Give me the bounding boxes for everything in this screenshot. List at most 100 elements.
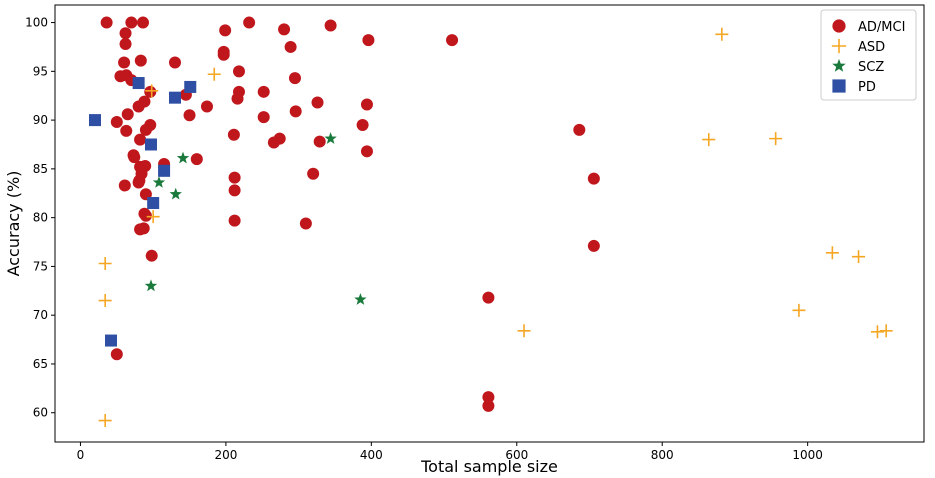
y-axis: 60 65 70 75 80 85 90 95 100	[25, 16, 55, 420]
data-point-ad-mci	[200, 100, 213, 113]
data-point-scz	[169, 187, 182, 200]
data-point-asd	[207, 67, 221, 81]
data-point-ad-mci	[299, 217, 312, 230]
data-point-ad-mci	[183, 109, 196, 122]
x-tick-label: 600	[505, 448, 528, 462]
data-point-pd	[132, 77, 145, 90]
data-point-scz	[152, 176, 166, 188]
data-point-asd	[145, 84, 159, 98]
x-tick-label: 1000	[792, 448, 823, 462]
data-point-ad-mci	[313, 135, 326, 148]
data-point-asd	[715, 27, 729, 41]
data-point-ad-mci	[231, 92, 244, 105]
data-point-asd	[879, 324, 893, 338]
data-point-ad-mci	[232, 65, 245, 78]
data-point-ad-mci	[311, 96, 324, 109]
data-point-ad-mci	[121, 108, 134, 121]
data-point-asd	[870, 325, 884, 339]
data-point-ad-mci	[573, 123, 586, 136]
data-point-asd	[825, 246, 839, 260]
legend-label-scz: SCZ	[858, 60, 884, 75]
series-pd	[88, 77, 197, 347]
data-point-ad-mci	[118, 179, 131, 192]
data-point-ad-mci	[257, 111, 270, 124]
data-point-ad-mci	[356, 118, 369, 131]
data-point-ad-mci	[267, 136, 280, 149]
data-point-ad-mci	[587, 239, 600, 252]
data-point-ad-mci	[110, 116, 123, 129]
data-point-ad-mci	[120, 124, 133, 137]
data-point-ad-mci	[228, 171, 241, 184]
data-point-ad-mci	[288, 72, 301, 85]
y-tick-label: 70	[33, 308, 48, 322]
data-point-ad-mci	[134, 133, 147, 146]
data-point-asd	[98, 414, 112, 428]
legend: AD/MCI ASD SCZ PD	[820, 9, 917, 101]
legend-marker-pd	[832, 79, 846, 93]
data-point-ad-mci	[136, 16, 149, 29]
data-point-pd	[104, 334, 117, 347]
data-point-ad-mci	[144, 85, 157, 98]
data-point-asd	[702, 133, 716, 147]
data-point-ad-mci	[190, 153, 203, 166]
data-point-ad-mci	[227, 128, 240, 141]
data-point-ad-mci	[278, 23, 291, 36]
data-point-ad-mci	[134, 54, 147, 67]
data-point-ad-mci	[324, 19, 337, 32]
data-point-asd	[769, 132, 783, 146]
data-point-ad-mci	[137, 222, 150, 235]
y-tick-label: 95	[33, 64, 48, 78]
legend-marker-asd	[831, 38, 847, 54]
legend-label-ad-mci: AD/MCI	[858, 20, 905, 35]
data-point-ad-mci	[100, 16, 113, 29]
series-asd	[98, 27, 893, 428]
series-ad-mci	[100, 16, 600, 412]
data-point-ad-mci	[110, 348, 123, 361]
y-tick-label: 85	[33, 162, 48, 176]
y-axis-label: Accuracy (%)	[4, 171, 23, 277]
data-point-ad-mci	[482, 399, 495, 412]
data-point-ad-mci	[139, 209, 152, 222]
x-axis: 0 200 400 600 800 1000	[77, 442, 823, 462]
data-point-ad-mci	[125, 16, 138, 29]
data-point-asd	[792, 303, 806, 317]
x-tick-label: 200	[214, 448, 237, 462]
data-point-pd	[158, 164, 171, 177]
legend-label-asd: ASD	[858, 40, 885, 55]
data-point-pd	[88, 114, 101, 127]
data-point-asd	[98, 256, 112, 270]
data-point-ad-mci	[139, 123, 152, 136]
x-axis-label: Total sample size	[420, 457, 558, 476]
data-point-scz	[324, 132, 337, 144]
legend-label-pd: PD	[858, 80, 876, 95]
x-tick-label: 800	[651, 448, 674, 462]
data-point-ad-mci	[360, 145, 373, 158]
data-point-ad-mci	[132, 176, 145, 189]
series-scz	[144, 132, 367, 305]
y-tick-label: 80	[33, 211, 48, 225]
data-point-ad-mci	[168, 56, 181, 69]
legend-box	[820, 9, 917, 101]
data-point-pd	[168, 91, 181, 104]
x-tick-label: 400	[360, 448, 383, 462]
data-point-ad-mci	[243, 16, 256, 29]
data-point-ad-mci	[128, 151, 141, 164]
y-tick-label: 60	[33, 406, 48, 420]
data-point-ad-mci	[145, 249, 158, 262]
data-point-asd	[852, 250, 866, 264]
data-point-ad-mci	[587, 172, 600, 185]
data-point-ad-mci	[482, 291, 495, 304]
data-point-ad-mci	[132, 100, 145, 113]
data-point-ad-mci	[307, 167, 320, 180]
plot-points	[88, 16, 893, 428]
data-point-ad-mci	[119, 27, 132, 40]
data-point-pd	[147, 197, 160, 210]
data-point-asd	[98, 294, 112, 308]
data-point-ad-mci	[446, 34, 459, 47]
data-point-asd	[146, 210, 160, 224]
data-point-scz	[144, 279, 158, 292]
legend-marker-scz	[832, 58, 846, 72]
data-point-pd	[144, 138, 157, 151]
data-point-ad-mci	[228, 184, 241, 197]
